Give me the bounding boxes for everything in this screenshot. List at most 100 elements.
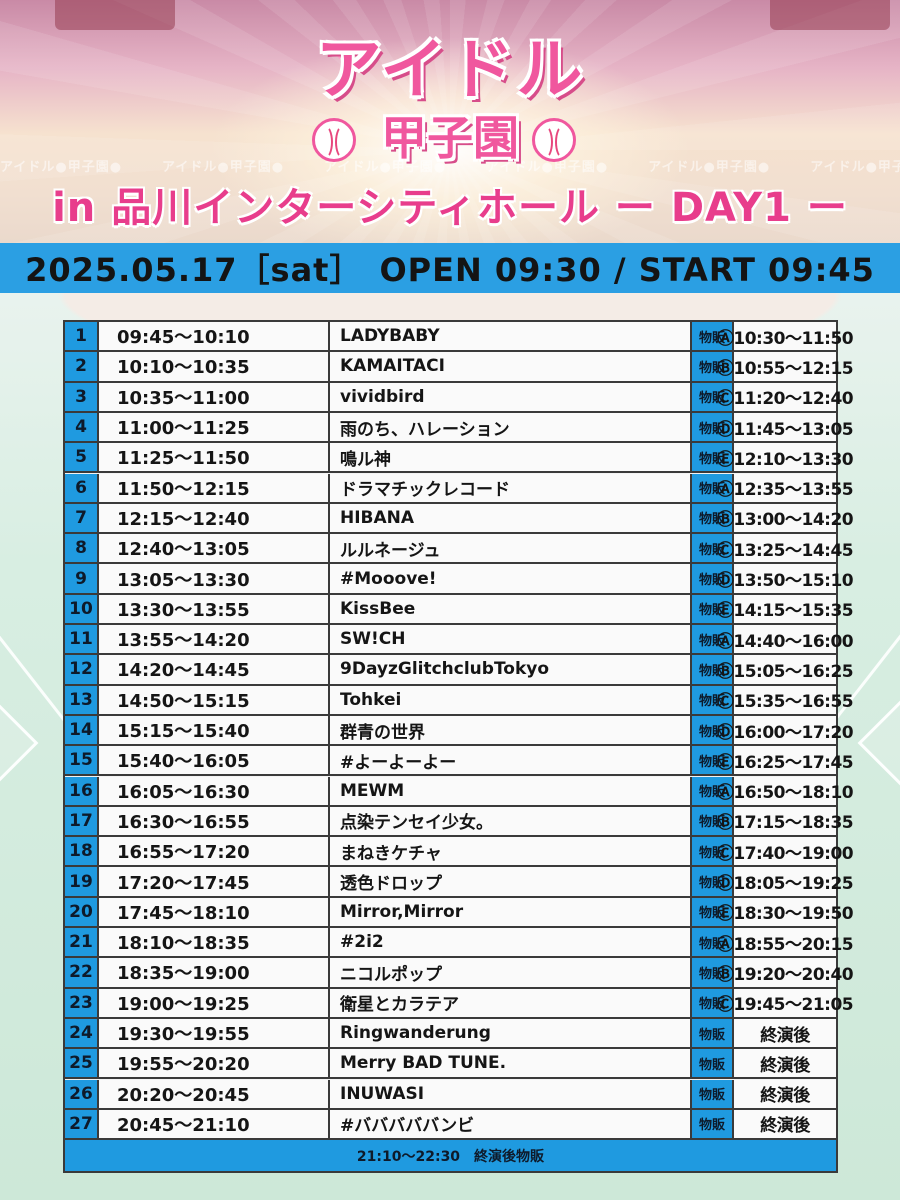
merch-label: 物販 [692,806,734,836]
performance-time: 16:30～16:55 [99,806,330,836]
merch-label: 物販 [692,928,734,957]
merch-time: Ⓒ13:25～14:45 [717,534,854,563]
slot-number: 10 [65,594,99,623]
artist-name: 衛星とカラテア [330,988,692,1017]
performance-time: 16:05～16:30 [99,776,330,805]
performance-time: 13:30～13:55 [99,594,330,623]
merch-label: 物販 [692,776,734,805]
heart-icon: ♥ [328,36,352,66]
merch-time: Ⓐ12:35～13:55 [717,473,854,502]
performance-time: 17:20～17:45 [99,867,330,896]
slot-number: 8 [65,534,99,563]
table-row: 18 16:55～17:20 まねきケチャ 物販 Ⓒ17:40～19:00 [65,837,854,868]
merch-label: 物販 [692,473,734,502]
artist-name: #バババババンビ [330,1109,692,1139]
artist-name: ニコルポップ [330,958,692,987]
table-row: 8 12:40～13:05 ルルネージュ 物販 Ⓒ13:25～14:45 [65,534,854,565]
performance-time: 12:15～12:40 [99,503,330,533]
artist-name: ドラマチックレコード [330,473,692,502]
performance-time: 13:05～13:30 [99,564,330,593]
slot-number: 21 [65,928,99,957]
table-row: 11 13:55～14:20 SW!CH 物販 Ⓐ14:40～16:00 [65,625,854,656]
merch-time: Ⓔ12:10～13:30 [717,443,854,472]
slot-number: 12 [65,655,99,684]
merch-time: Ⓑ10:55～12:15 [717,352,854,381]
table-row: 12 14:20～14:45 9DayzGlitchclubTokyo 物販 Ⓑ15:0… [65,655,854,686]
artist-name: HIBANA [330,503,692,533]
event-header: アイドル●甲子園● アイドル●甲子園● アイドル●甲子園● アイドル●甲子園● アイドル… [0,0,900,243]
artist-name: KAMAITACI [330,352,692,381]
table-row: 1 09:45～10:10 LADYBABY 物販 Ⓐ10:30～11:50 [65,322,854,353]
table-row: 7 12:15～12:40 HIBANA 物販 Ⓑ13:00～14:20 [65,503,854,535]
slot-number: 5 [65,443,99,472]
artist-name: Merry BAD TUNE. [330,1049,692,1078]
performance-time: 10:35～11:00 [99,382,330,411]
table-row: 4 11:00～11:25 雨のち、ハレーション 物販 Ⓓ11:45～13:05 [65,412,854,444]
artist-name: 雨のち、ハレーション [330,412,692,442]
base-left-decoration [0,700,39,786]
performance-time: 09:45～10:10 [99,322,330,351]
slot-number: 20 [65,897,99,926]
performance-time: 18:10～18:35 [99,928,330,957]
performance-time: 18:35～19:00 [99,958,330,987]
table-row: 21 18:10～18:35 #2i2 物販 Ⓐ18:55～20:15 [65,928,854,959]
merch-time: Ⓔ18:30～19:50 [717,897,854,926]
artist-name: Tohkei [330,685,692,714]
artist-name: INUWASI [330,1079,692,1108]
performance-time: 13:55～14:20 [99,625,330,654]
date-bar: 2025.05.17［sat］ OPEN 09:30 / START 09:45 [0,243,900,293]
merch-label: 物販 [692,1018,734,1048]
artist-name: ルルネージュ [330,534,692,563]
merch-time: Ⓓ13:50～15:10 [717,564,854,593]
slot-number: 18 [65,837,99,866]
performance-time: 15:15～15:40 [99,715,330,745]
slot-number: 24 [65,1018,99,1048]
table-row: 13 14:50～15:15 Tohkei 物販 Ⓒ15:35～16:55 [65,685,854,716]
merch-label: 物販 [692,655,734,684]
scoreboard-right-decoration [770,0,890,30]
merch-time: Ⓐ10:30～11:50 [717,322,854,351]
merch-time: Ⓐ14:40～16:00 [717,625,854,654]
performance-time: 14:50～15:15 [99,685,330,714]
performance-time: 11:00～11:25 [99,412,330,442]
table-row: 25 19:55～20:20 Merry BAD TUNE. 物販 終演後 [65,1049,836,1080]
merch-time: Ⓔ14:15～15:35 [717,594,854,623]
merch-label: 物販 [692,412,734,442]
artist-name: 9DayzGlitchclubTokyo [330,655,692,684]
performance-time: 16:55～17:20 [99,837,330,866]
merch-time: Ⓑ13:00～14:20 [717,503,854,533]
slot-number: 19 [65,867,99,896]
merch-time: Ⓓ16:00～17:20 [717,715,854,745]
artist-name: 群青の世界 [330,715,692,745]
table-row: 17 16:30～16:55 点染テンセイ少女。 物販 Ⓑ17:15～18:35 [65,806,854,838]
merch-label: 物販 [692,897,734,926]
artist-name: LADYBABY [330,322,692,351]
table-row: 10 13:30～13:55 KissBee 物販 Ⓔ14:15～15:35 [65,594,854,625]
merch-label: 物販 [692,625,734,654]
table-row: 3 10:35～11:00 vividbird 物販 Ⓒ11:20～12:40 [65,382,854,413]
performance-time: 19:30～19:55 [99,1018,330,1048]
merch-label: 物販 [692,988,734,1017]
merch-label: 物販 [692,594,734,623]
table-row: 26 20:20～20:45 INUWASI 物販 終演後 [65,1079,836,1110]
scoreboard-left-decoration [55,0,175,30]
slot-number: 15 [65,746,99,775]
table-row: 14 15:15～15:40 群青の世界 物販 Ⓓ16:00～17:20 [65,715,854,747]
merch-time: 終演後 [734,1109,836,1139]
merch-time: Ⓐ18:55～20:15 [717,928,854,957]
slot-number: 7 [65,503,99,533]
baseball-icon [312,118,356,162]
slot-number: 4 [65,412,99,442]
table-row: 5 11:25～11:50 鳴ル神 物販 Ⓔ12:10～13:30 [65,443,854,474]
performance-time: 20:20～20:45 [99,1079,330,1108]
merch-label: 物販 [692,352,734,381]
table-row: 19 17:20～17:45 透色ドロップ 物販 Ⓓ18:05～19:25 [65,867,854,898]
performance-time: 19:00～19:25 [99,988,330,1017]
slot-number: 13 [65,685,99,714]
merch-label: 物販 [692,837,734,866]
merch-label: 物販 [692,746,734,775]
merch-time: Ⓒ15:35～16:55 [717,685,854,714]
merch-label: 物販 [692,1079,734,1108]
baseball-icon [532,118,576,162]
base-right-decoration [857,700,900,786]
